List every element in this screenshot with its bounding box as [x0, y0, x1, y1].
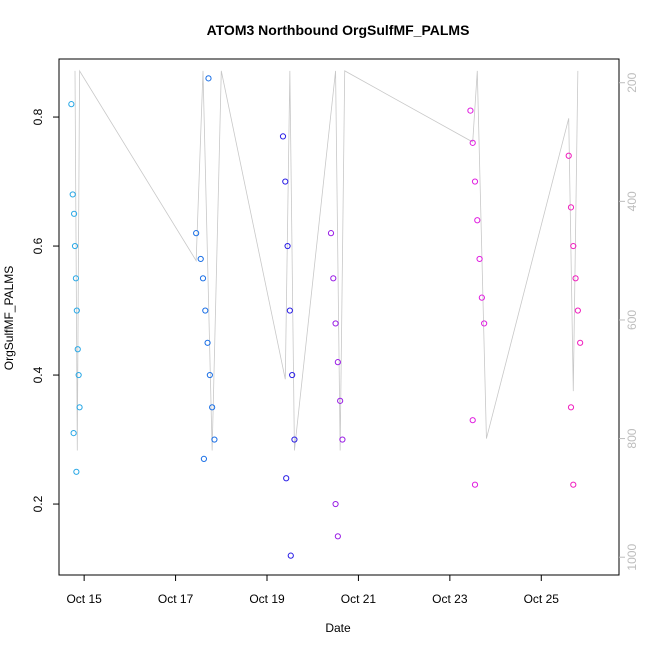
series-1-point: [74, 346, 81, 353]
series-2-point: [205, 75, 212, 82]
series-6-point: [567, 404, 575, 411]
x-tick-label: Oct 15: [66, 592, 102, 606]
series-3-point: [287, 552, 294, 559]
altitude-trace: [74, 69, 579, 451]
series-2-point: [193, 230, 200, 237]
series-2-point: [209, 404, 216, 411]
y2-tick-label: 200: [625, 72, 639, 92]
series-2-point: [206, 371, 213, 379]
y-tick-label: 0.2: [31, 495, 45, 512]
series-1-point: [69, 191, 76, 198]
series-5-point: [478, 294, 485, 301]
series-6-point: [572, 275, 579, 282]
series-4-point: [332, 320, 339, 327]
series-2-point: [200, 455, 208, 462]
series-5-point: [476, 255, 483, 263]
series-4-point: [327, 230, 335, 237]
series-1-point: [70, 430, 77, 437]
x-tick-label: Oct 25: [524, 592, 560, 606]
series-5-point: [467, 107, 474, 114]
series-1-point: [73, 307, 80, 314]
series-5-point: [471, 178, 479, 185]
series-6-point: [570, 242, 577, 250]
series-3-point: [284, 242, 291, 250]
x-tick-label: Oct 17: [158, 592, 194, 606]
y2-tick-label: 1000: [625, 544, 639, 571]
series-4-point: [332, 500, 339, 508]
chart-title: ATOM3 Northbound OrgSulfMF_PALMS: [207, 22, 470, 38]
series-1-point: [75, 371, 82, 379]
series-1-point: [71, 242, 79, 250]
series-4-point: [334, 533, 341, 540]
series-2-point: [211, 436, 218, 443]
plot-area: [68, 69, 584, 559]
series-3-point: [286, 307, 293, 314]
series-5-point: [469, 139, 476, 146]
x-tick-label: Oct 21: [341, 592, 377, 606]
series-3-point: [291, 436, 298, 443]
series-5-point: [469, 417, 476, 424]
series-1-point: [70, 210, 78, 217]
series-6-point: [577, 339, 584, 346]
y2-tick-label: 400: [625, 191, 639, 211]
y2-tick-label: 800: [625, 428, 639, 448]
series-1-point: [76, 404, 83, 411]
series-5-point: [481, 320, 488, 327]
x-tick-label: Oct 19: [249, 592, 285, 606]
axes: Oct 15 Oct 17 Oct 19 Oct 21 Oct 23 Oct 25 0.2 0…: [31, 72, 639, 606]
series-3-point: [283, 475, 290, 482]
series-3-point: [282, 178, 289, 185]
series-6-point: [570, 481, 577, 488]
series-2-point: [204, 339, 211, 346]
series-3-point: [289, 371, 296, 379]
y-axis-label: OrgSulfMF_PALMS: [2, 266, 16, 370]
series-6-point: [574, 307, 581, 314]
series-2-point: [202, 307, 209, 314]
series-1-point: [68, 101, 75, 108]
series-6-point: [565, 152, 572, 159]
y-tick-label: 0.6: [31, 237, 45, 254]
series-1-point: [72, 275, 80, 282]
series-4-point: [337, 397, 344, 404]
series-4-point: [334, 359, 341, 366]
x-tick-label: Oct 23: [432, 592, 468, 606]
y-tick-label: 0.4: [31, 366, 45, 383]
series-4-point: [339, 436, 346, 443]
series-3-point: [279, 133, 287, 140]
series-1-point: [73, 468, 80, 475]
series-2-point: [199, 275, 207, 282]
y-tick-label: 0.8: [31, 108, 45, 125]
series-5-point: [471, 481, 479, 488]
x-axis-label: Date: [325, 621, 351, 635]
y2-tick-label: 600: [625, 310, 639, 330]
plot-frame: [58, 58, 620, 576]
series-2-point: [197, 255, 204, 263]
series-5-point: [474, 217, 481, 224]
series-4-point: [330, 275, 337, 282]
series-6-point: [567, 204, 575, 211]
